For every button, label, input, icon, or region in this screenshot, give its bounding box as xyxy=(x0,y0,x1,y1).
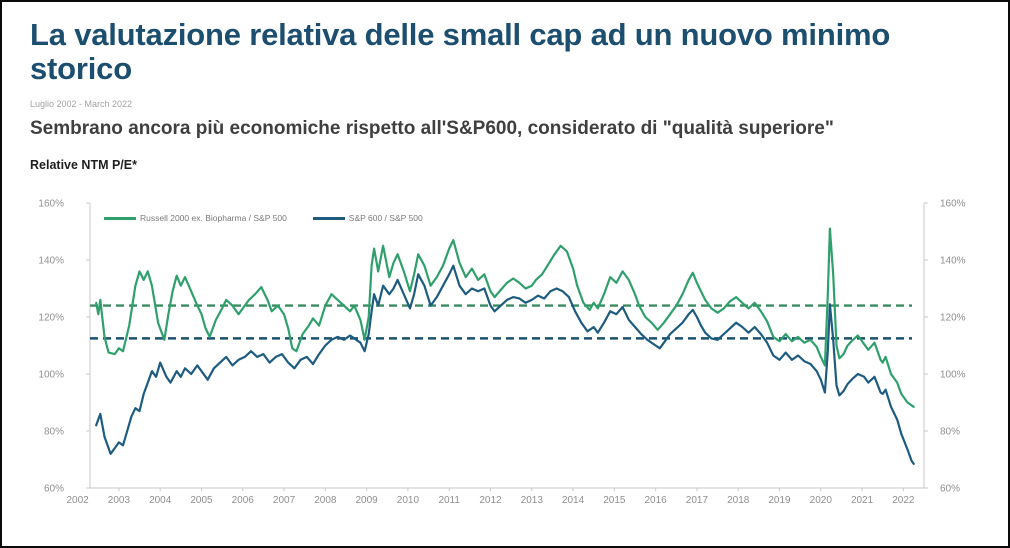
subtitle: Sembrano ancora più economiche rispetto … xyxy=(30,118,834,139)
x-axis-label: 2020 xyxy=(810,495,833,506)
y-axis-label-left: 60% xyxy=(44,484,64,495)
x-axis-label: 2011 xyxy=(438,495,460,506)
x-axis-label: 2014 xyxy=(562,495,585,506)
slide-header: La valutazione relativa delle small cap … xyxy=(2,2,1008,173)
y-axis-label-left: 120% xyxy=(38,313,64,324)
period-label: Luglio 2002 - March 2022 xyxy=(30,99,133,109)
chart-area: 160% 160% 140% 140% 120% 120% 100% 100% 80% 80% 60… xyxy=(2,190,1008,530)
legend-item-sp600: S&P 600 / S&P 500 xyxy=(312,213,423,223)
legend-label-russell: Russell 2000 ex. Biopharma / S&P 500 xyxy=(140,213,287,223)
x-axis-label: 2004 xyxy=(149,495,172,506)
sp600-line-swatch xyxy=(312,216,345,220)
x-axis-label: 2016 xyxy=(645,495,668,506)
x-axis-label: 2008 xyxy=(314,495,337,506)
x-axis-label: 2002 xyxy=(66,495,89,506)
y-axis-label-right: 80% xyxy=(940,427,960,438)
x-axis-label: 2013 xyxy=(521,495,544,506)
series-line-russell xyxy=(95,227,915,408)
y-axis-label-left: 80% xyxy=(44,427,64,438)
x-axis-label: 2018 xyxy=(727,495,750,506)
legend-item-russell: Russell 2000 ex. Biopharma / S&P 500 xyxy=(104,213,287,223)
y-axis-label-right: 120% xyxy=(940,313,966,324)
legend-label-sp600: S&P 600 / S&P 500 xyxy=(348,213,423,223)
x-axis-label: 2005 xyxy=(190,495,213,506)
x-axis-label: 2003 xyxy=(108,495,131,506)
x-axis-label: 2019 xyxy=(768,495,791,506)
y-axis-label-left: 100% xyxy=(38,370,64,381)
chart-legend: Russell 2000 ex. Biopharma / S&P 500 S&P… xyxy=(104,213,423,223)
x-axis-label: 2017 xyxy=(686,495,709,506)
x-axis-label: 2015 xyxy=(603,495,626,506)
x-axis-label: 2007 xyxy=(273,495,296,506)
chart-svg: 160% 160% 140% 140% 120% 120% 100% 100% 80% 80% 60… xyxy=(38,199,966,507)
y-axis-label-right: 100% xyxy=(940,370,966,381)
x-axis-label: 2010 xyxy=(397,495,420,506)
x-axis-label: 2022 xyxy=(892,495,915,506)
x-axis-label: 2009 xyxy=(355,495,378,506)
y-axis-label-left: 140% xyxy=(38,256,64,267)
page-title: La valutazione relativa delle small cap … xyxy=(30,17,891,86)
x-axis-label: 2006 xyxy=(232,495,255,506)
y-axis-label-right: 160% xyxy=(940,199,966,210)
series-line-sp600 xyxy=(95,264,915,465)
x-axis-label: 2012 xyxy=(479,495,502,506)
x-axis-label: 2021 xyxy=(851,495,874,506)
y-axis-label-right: 140% xyxy=(940,256,966,267)
russell-line-swatch xyxy=(104,216,136,220)
chart-title: Relative NTM P/E* xyxy=(30,158,137,172)
y-axis-label-right: 60% xyxy=(940,484,960,495)
y-axis-label-left: 160% xyxy=(38,199,64,210)
